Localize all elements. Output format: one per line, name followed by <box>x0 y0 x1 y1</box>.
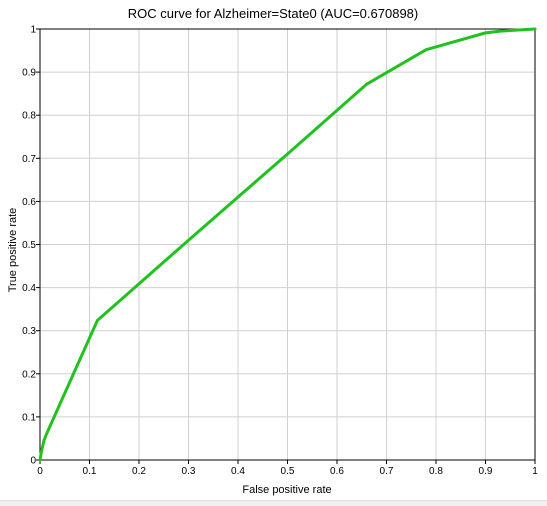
y-tick-label-5: 0.5 <box>22 240 36 251</box>
x-axis-ticks: 0 0.1 0.2 0.3 0.4 0.5 0.6 0.7 0.8 0.9 1 <box>37 460 538 477</box>
x-tick-label-6: 0.6 <box>330 466 344 477</box>
y-tick-label-6: 0.6 <box>22 197 36 208</box>
x-tick-label-0: 0 <box>37 466 43 477</box>
series-layer <box>38 27 537 462</box>
x-tick-label-3: 0.3 <box>182 466 196 477</box>
y-tick-label-7: 0.7 <box>22 154 36 165</box>
y-tick-label-0: 0 <box>30 456 36 467</box>
y-tick-label-8: 0.8 <box>22 111 36 122</box>
y-tick-label-1: 0.1 <box>22 412 36 423</box>
x-tick-label-2: 0.2 <box>132 466 146 477</box>
window-bottom-edge <box>0 500 547 506</box>
x-tick-label-5: 0.5 <box>281 466 295 477</box>
y-tick-label-4: 0.4 <box>22 283 36 294</box>
y-axis-label: True positive rate <box>7 208 19 293</box>
y-tick-label-2: 0.2 <box>22 369 36 380</box>
x-tick-label-4: 0.4 <box>231 466 245 477</box>
y-tick-label-3: 0.3 <box>22 326 36 337</box>
y-axis-ticks: 0 0.1 0.2 0.3 0.4 0.5 0.6 0.7 0.8 0.9 1 <box>22 25 40 467</box>
x-tick-label-10: 1 <box>532 466 538 477</box>
x-tick-label-1: 0.1 <box>83 466 97 477</box>
x-tick-label-9: 0.9 <box>479 466 493 477</box>
y-tick-label-10: 1 <box>30 25 36 36</box>
x-axis-label: False positive rate <box>242 484 331 496</box>
chart-title: ROC curve for Alzheimer=State0 (AUC=0.67… <box>128 6 418 21</box>
grid-lines <box>40 29 535 460</box>
y-tick-label-9: 0.9 <box>22 68 36 79</box>
roc-curve-line-0 <box>38 27 537 462</box>
x-tick-label-7: 0.7 <box>380 466 394 477</box>
x-tick-label-8: 0.8 <box>429 466 443 477</box>
